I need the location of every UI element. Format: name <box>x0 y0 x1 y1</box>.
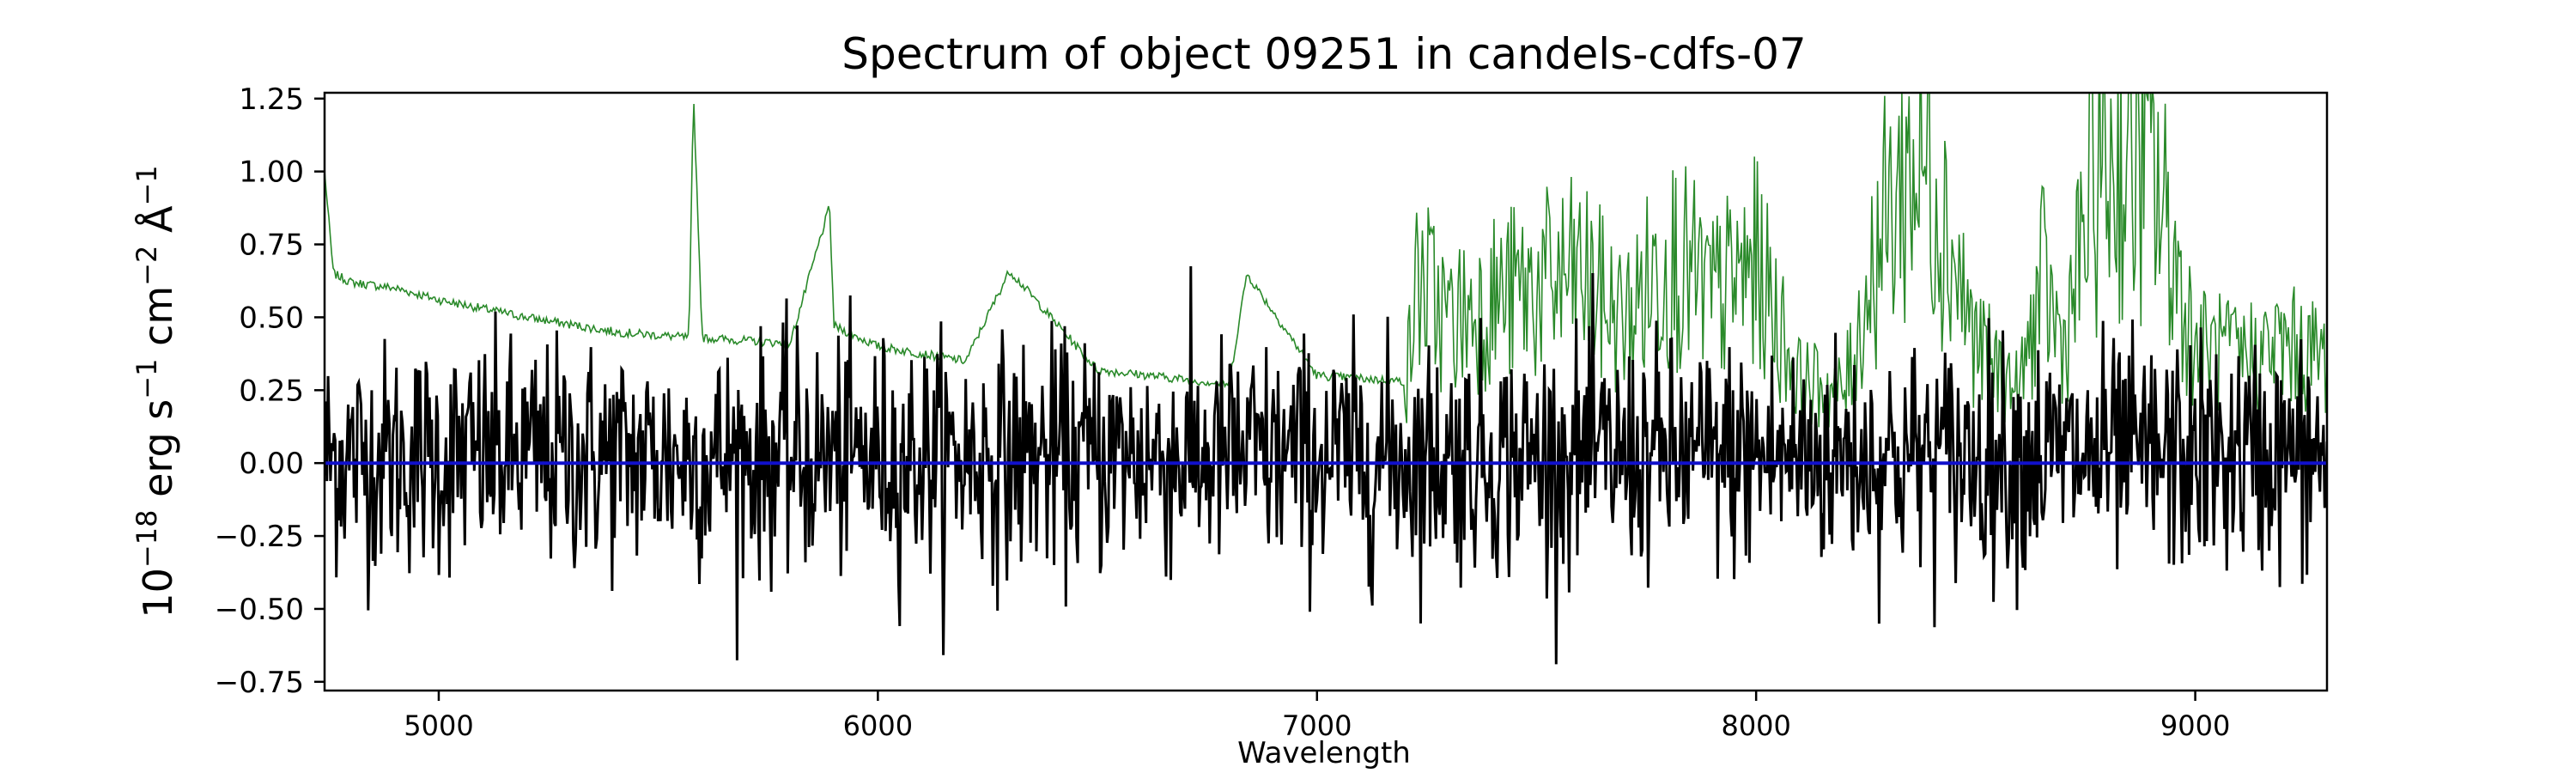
y-label-cm: cm <box>135 286 181 359</box>
series-layer <box>325 93 2327 665</box>
x-axis: 5000 6000 7000 8000 9000 <box>404 691 2230 742</box>
y-label-base: 10 <box>135 568 181 618</box>
y-label-exp2: −1 <box>131 359 163 399</box>
y-tick-label: 0.25 <box>239 374 304 408</box>
y-axis: −0.75 −0.50 −0.25 0.00 0.25 0.50 0.75 1.00 1.25 <box>215 82 325 700</box>
x-tick-label: 8000 <box>1721 709 1790 742</box>
y-tick-label: 1.00 <box>239 155 304 190</box>
x-tick-label: 7000 <box>1282 709 1352 742</box>
plot-frame <box>323 91 2329 692</box>
chart-title: Spectrum of object 09251 in candels-cdfs… <box>841 29 1807 79</box>
x-tick-label: 9000 <box>2160 709 2230 742</box>
y-label-ang: Å <box>135 205 181 246</box>
y-tick-label: −0.75 <box>215 666 304 700</box>
y-label-exp4: −1 <box>131 165 163 205</box>
y-tick-label: 1.25 <box>239 82 304 117</box>
x-tick-label: 6000 <box>843 709 913 742</box>
y-axis-label: 10−18 erg s−1 cm−2 Å−1 <box>131 165 181 618</box>
x-tick-label: 5000 <box>404 709 473 742</box>
y-label-erg: erg s <box>135 399 181 510</box>
x-axis-label: Wavelength <box>1237 736 1411 770</box>
y-tick-label: −0.25 <box>215 520 304 554</box>
series-flux-line <box>325 265 2327 665</box>
y-label-exp3: −2 <box>131 246 163 286</box>
y-tick-label: 0.50 <box>239 301 304 335</box>
y-tick-label: −0.50 <box>215 593 304 627</box>
y-tick-label: 0.75 <box>239 228 304 263</box>
y-label-exp1: −18 <box>131 510 163 569</box>
y-tick-label: 0.00 <box>239 447 304 481</box>
